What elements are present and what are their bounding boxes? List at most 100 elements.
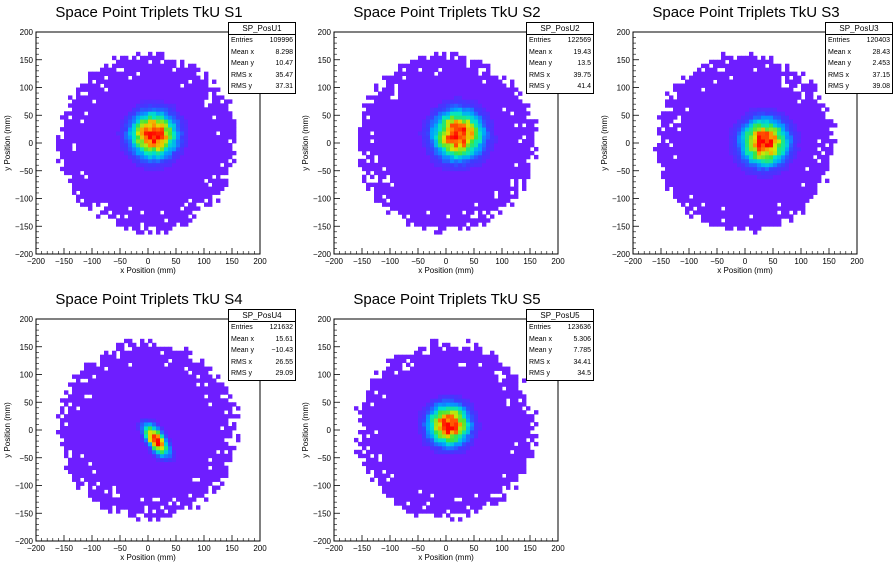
heatmap-cell	[486, 131, 491, 136]
heatmap-cell	[825, 123, 830, 128]
heatmap-cell	[88, 437, 93, 443]
heatmap-cell	[709, 71, 714, 77]
heatmap-cell	[152, 79, 157, 84]
heatmap-cell	[406, 63, 411, 69]
heatmap-cell	[729, 202, 734, 207]
heatmap-cell	[681, 103, 686, 108]
heatmap-cell	[741, 95, 746, 100]
heatmap-cell	[120, 222, 125, 227]
heatmap-cell	[438, 143, 443, 148]
heatmap-cell	[394, 75, 399, 80]
heatmap-cell	[80, 111, 85, 116]
heatmap-cell	[212, 150, 217, 156]
heatmap-cell	[84, 422, 89, 427]
heatmap-cell	[438, 135, 443, 140]
heatmap-cell	[422, 91, 427, 96]
heatmap-cell	[462, 127, 467, 132]
y-axis-label: y Position (mm)	[3, 115, 12, 171]
heatmap-cell	[518, 127, 523, 132]
heatmap-cell	[805, 107, 810, 112]
heatmap-cell	[160, 123, 165, 128]
heatmap-cell	[721, 146, 726, 152]
heatmap-cell	[434, 166, 439, 172]
heatmap-cell	[84, 453, 89, 459]
heatmap-cell	[450, 127, 455, 132]
heatmap-cell	[124, 158, 129, 164]
heatmap-cell	[128, 79, 133, 84]
heatmap-cell	[382, 135, 387, 140]
heatmap-cell	[228, 162, 233, 168]
heatmap-cell	[761, 170, 766, 176]
heatmap-cell	[92, 186, 97, 191]
heatmap-cell	[196, 139, 201, 144]
heatmap-cell	[188, 162, 193, 168]
heatmap-cell	[220, 158, 225, 164]
heatmap-cell	[184, 154, 189, 160]
heatmap-cell	[781, 214, 786, 219]
heatmap-cell	[793, 95, 798, 100]
heatmap-cell	[60, 441, 65, 447]
heatmap-cell	[478, 198, 483, 203]
heatmap-cell	[793, 182, 798, 188]
heatmap-cell	[697, 146, 702, 152]
heatmap-cell	[745, 99, 750, 104]
heatmap-cell	[777, 79, 782, 84]
heatmap-cell	[180, 162, 185, 168]
heatmap-cell	[430, 162, 435, 168]
heatmap-cell	[442, 71, 447, 77]
heatmap-cell	[697, 206, 702, 211]
heatmap-cell	[745, 194, 750, 199]
heatmap-cell	[434, 139, 439, 144]
heatmap-cell	[721, 115, 726, 120]
heatmap-cell	[701, 79, 706, 84]
heatmap-cell	[462, 146, 467, 152]
heatmap-cell	[486, 218, 491, 223]
heatmap-cell	[757, 198, 762, 203]
heatmap-cell	[697, 107, 702, 112]
heatmap-cell	[438, 186, 443, 191]
heatmap-cell	[713, 111, 718, 116]
heatmap-cell	[709, 206, 714, 211]
heatmap-cell	[402, 131, 407, 136]
heatmap-cell	[188, 150, 193, 156]
stats-row: Mean x 19.43	[527, 47, 593, 59]
heatmap-cell	[470, 87, 475, 92]
heatmap-cell	[410, 178, 415, 184]
heatmap-cell	[769, 67, 774, 73]
heatmap-cell	[498, 158, 503, 164]
heatmap-cell	[506, 127, 511, 132]
heatmap-cell	[502, 166, 507, 172]
heatmap-cell	[737, 131, 742, 136]
heatmap-cell	[757, 71, 762, 77]
heatmap-cell	[745, 75, 750, 80]
stats-key: Mean y	[231, 60, 254, 67]
heatmap-cell	[490, 194, 495, 199]
heatmap-cell	[757, 127, 762, 132]
heatmap-cell	[709, 123, 714, 128]
heatmap-cell	[176, 206, 181, 211]
heatmap-cell	[777, 206, 782, 211]
heatmap-cell	[184, 139, 189, 144]
heatmap-cell	[92, 107, 97, 112]
heatmap-cell	[168, 214, 173, 219]
heatmap-cell	[498, 198, 503, 203]
heatmap-cell	[502, 150, 507, 156]
heatmap-cell	[785, 202, 790, 207]
heatmap-cell	[148, 194, 153, 199]
heatmap-cell	[112, 206, 117, 211]
heatmap-cell	[378, 174, 383, 180]
heatmap-cell	[793, 143, 798, 148]
y-tick-label: 150	[617, 56, 631, 65]
heatmap-cell	[733, 111, 738, 116]
heatmap-cell	[168, 139, 173, 144]
heatmap-cell	[128, 182, 133, 188]
heatmap-cell	[116, 146, 121, 152]
heatmap-cell	[168, 119, 173, 124]
heatmap-cell	[725, 202, 730, 207]
heatmap-cell	[673, 174, 678, 180]
heatmap-cell	[785, 182, 790, 188]
heatmap-cell	[793, 170, 798, 176]
heatmap-cell	[450, 170, 455, 176]
heatmap-cell	[410, 150, 415, 156]
heatmap-cell	[422, 131, 427, 136]
